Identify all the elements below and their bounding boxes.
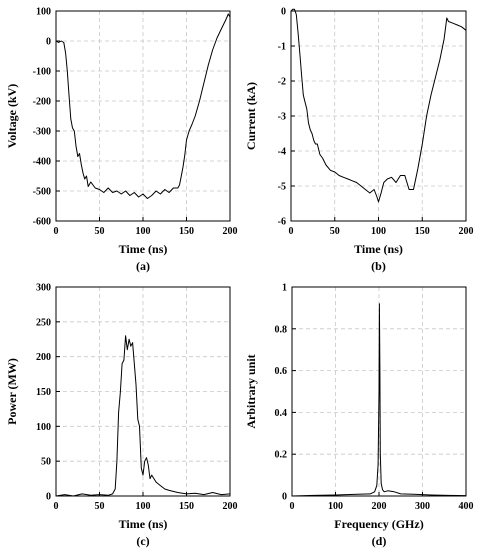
y-axis-title: Current (kA) bbox=[244, 82, 258, 150]
y-tick-label: 150 bbox=[36, 387, 51, 398]
x-tick-label: 200 bbox=[459, 226, 474, 237]
y-axis-title: Power (MW) bbox=[5, 358, 19, 425]
y-axis-title: Arbitrary unit bbox=[244, 354, 258, 428]
y-tick-label: 0 bbox=[281, 7, 286, 18]
y-tick-label: 0.4 bbox=[275, 408, 288, 419]
x-axis-title: Time (ns) bbox=[354, 242, 403, 256]
y-tick-label: -3 bbox=[278, 112, 286, 123]
panel-1: 0 50 100 150 200 -600 -500 -400 -300 -200 -100 0 100… bbox=[5, 7, 238, 274]
y-tick-label: 0.2 bbox=[275, 450, 288, 461]
x-tick-label: 150 bbox=[179, 226, 194, 237]
x-tick-label: 150 bbox=[415, 226, 430, 237]
x-tick-label: 50 bbox=[95, 501, 105, 512]
x-tick-label: 0 bbox=[290, 501, 295, 512]
y-tick-label: -2 bbox=[278, 77, 286, 88]
x-tick-label: 0 bbox=[289, 226, 294, 237]
panel-2: 0 50 100 150 200 -6 -5 -4 -3 -2 -1 0 Time (ns) Curren… bbox=[244, 7, 474, 274]
x-axis-title: Frequency (GHz) bbox=[334, 517, 423, 531]
y-tick-label: -4 bbox=[278, 147, 286, 158]
x-axis-title: Time (ns) bbox=[119, 517, 168, 531]
x-tick-label: 50 bbox=[330, 226, 340, 237]
series-line bbox=[290, 8, 467, 203]
y-tick-label: 0 bbox=[282, 492, 287, 503]
panel-label: (a) bbox=[136, 259, 150, 273]
panel-4: 0 100 200 300 400 0 0.2 0.4 0.6 0.8 1 Frequency (GH… bbox=[244, 283, 474, 549]
x-tick-label: 50 bbox=[95, 226, 105, 237]
x-tick-label: 150 bbox=[179, 501, 194, 512]
x-tick-label: 100 bbox=[328, 501, 343, 512]
y-tick-label: -1 bbox=[278, 42, 286, 53]
y-tick-label: 1 bbox=[282, 283, 287, 294]
y-tick-label: 100 bbox=[36, 422, 51, 433]
series-line bbox=[55, 13, 231, 199]
x-axis-title: Time (ns) bbox=[119, 242, 168, 256]
x-tick-label: 200 bbox=[372, 501, 387, 512]
y-tick-label: -600 bbox=[33, 217, 51, 228]
y-tick-label: 250 bbox=[36, 317, 51, 328]
y-tick-label: 50 bbox=[41, 457, 51, 468]
panel-label: (c) bbox=[136, 534, 149, 548]
y-tick-label: -5 bbox=[278, 182, 286, 193]
y-tick-label: 0.8 bbox=[275, 324, 288, 335]
x-tick-label: 100 bbox=[136, 501, 151, 512]
y-tick-label: 0 bbox=[46, 492, 51, 503]
panel-label: (b) bbox=[371, 259, 386, 273]
y-tick-label: -400 bbox=[33, 157, 51, 168]
y-tick-label: -300 bbox=[33, 127, 51, 138]
x-tick-label: 400 bbox=[459, 501, 474, 512]
y-tick-label: 100 bbox=[36, 7, 51, 18]
x-tick-label: 300 bbox=[415, 501, 430, 512]
panel-3: 0 50 100 150 200 0 50 100 150 200 250 300 Time (ns) P… bbox=[5, 283, 238, 549]
y-tick-label: -200 bbox=[33, 97, 51, 108]
x-tick-label: 200 bbox=[223, 226, 238, 237]
series-line bbox=[55, 335, 231, 497]
x-tick-label: 0 bbox=[54, 226, 59, 237]
x-tick-label: 100 bbox=[371, 226, 386, 237]
y-tick-label: -100 bbox=[33, 67, 51, 78]
y-axis-title: Voltage (kV) bbox=[5, 84, 19, 149]
y-tick-label: 200 bbox=[36, 352, 51, 363]
x-tick-label: 100 bbox=[136, 226, 151, 237]
x-tick-label: 0 bbox=[54, 501, 59, 512]
y-tick-label: -500 bbox=[33, 187, 51, 198]
x-tick-label: 200 bbox=[223, 501, 238, 512]
y-tick-label: -6 bbox=[278, 217, 286, 228]
y-tick-label: 0.6 bbox=[275, 366, 288, 377]
panel-label: (d) bbox=[372, 534, 387, 548]
y-tick-label: 0 bbox=[46, 37, 51, 48]
series-line bbox=[291, 303, 467, 497]
y-tick-label: 300 bbox=[36, 283, 51, 294]
